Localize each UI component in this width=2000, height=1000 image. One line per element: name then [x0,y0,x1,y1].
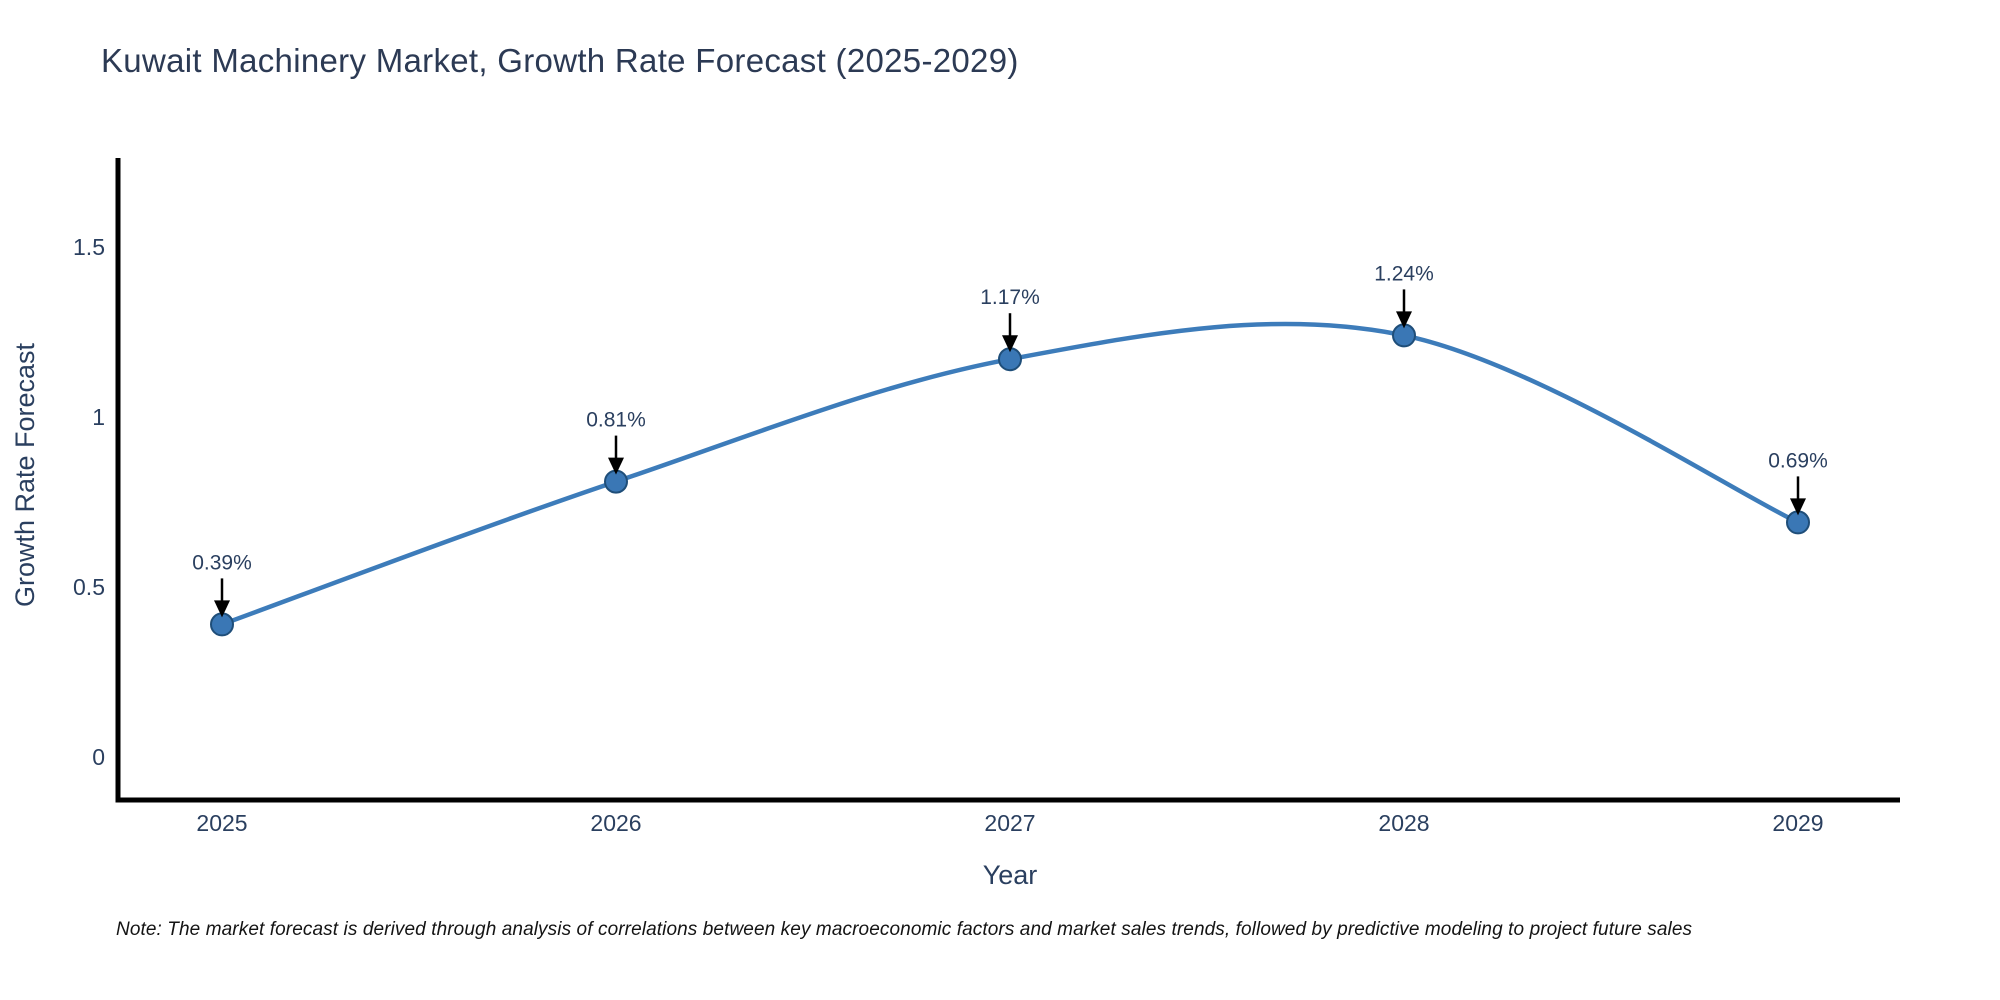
x-tick-label: 2027 [984,810,1035,836]
y-tick-label: 0 [92,744,105,770]
data-point-label: 1.24% [1374,262,1434,285]
annotation-arrowhead [608,457,624,475]
y-axis-title: Growth Rate Forecast [10,342,40,607]
data-point-label: 0.39% [192,551,252,574]
y-tick-label: 0.5 [73,574,105,600]
y-tick-label: 1.5 [73,234,105,260]
chart-title: Kuwait Machinery Market, Growth Rate For… [101,42,1019,79]
annotation-arrowhead [1002,335,1018,353]
x-axis-title: Year [983,860,1038,890]
data-point-label: 1.17% [980,286,1040,309]
x-tick-label: 2025 [196,810,247,836]
footnote: Note: The market forecast is derived thr… [116,919,1693,940]
annotation-arrowhead [214,600,230,618]
x-tick-label: 2029 [1772,810,1823,836]
x-tick-label: 2028 [1378,810,1429,836]
y-tick-label: 1 [92,404,105,430]
data-point-label: 0.69% [1768,449,1828,472]
x-tick-label: 2026 [590,810,641,836]
data-point-label: 0.81% [586,409,646,432]
annotation-arrowhead [1790,498,1806,516]
annotation-arrowhead [1396,311,1412,329]
